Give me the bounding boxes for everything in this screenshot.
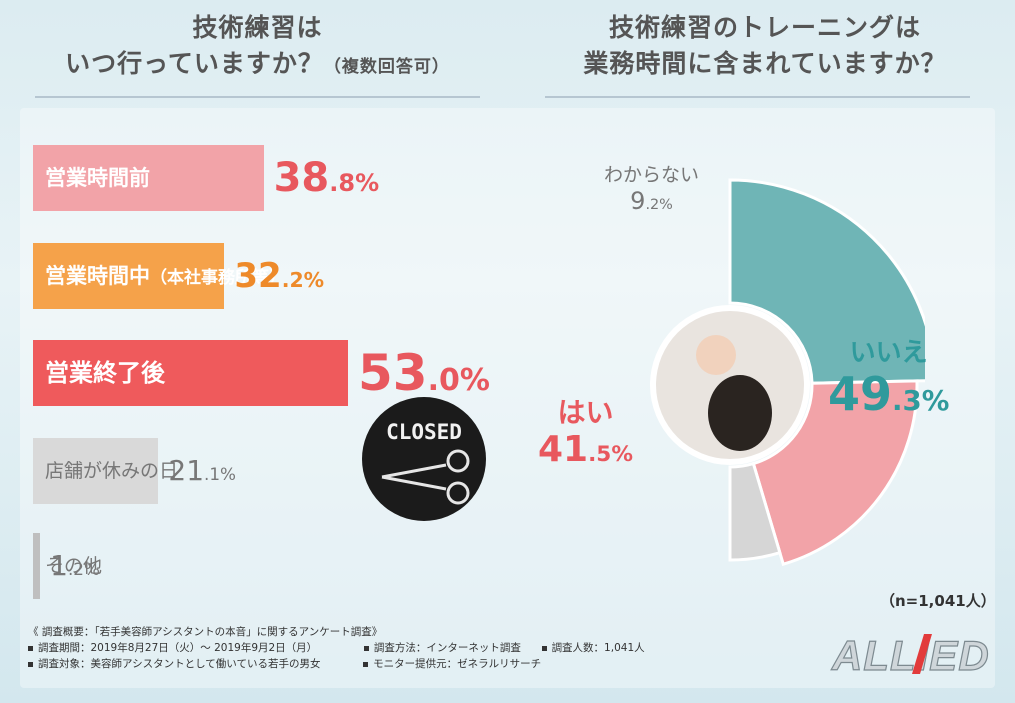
survey-provider: モニター提供元：ゼネラルリサーチ xyxy=(373,658,542,670)
bar-label: 営業時間前 xyxy=(45,145,150,211)
pie-label-name: わからない xyxy=(604,164,700,186)
pie-value-dec: .2% xyxy=(645,197,673,213)
bullet xyxy=(28,645,33,651)
pie-label-value: 49.3% xyxy=(828,369,949,426)
right-title-line1: 技術練習のトレーニングは xyxy=(608,13,921,42)
bar-value-dec: .2% xyxy=(281,268,325,292)
bar-after-hours xyxy=(33,340,348,406)
pie-value-int: 41 xyxy=(538,429,589,470)
bar-value-dec: .1% xyxy=(204,464,236,484)
bar-value: 32.2% xyxy=(234,243,324,309)
pie-label-value: 9.2% xyxy=(604,187,699,215)
bar-label: 営業時間中（本社事務所等） xyxy=(45,243,286,309)
survey-row-2: 調査対象：美容師アシスタントとして働いている若手の男女 モニター提供元：ゼネラル… xyxy=(28,656,645,672)
survey-row-1: 調査期間：2019年8月27日（火）～ 2019年9月2日（月） 調査方法：イン… xyxy=(28,640,645,656)
closed-sign-disc xyxy=(362,397,486,521)
bullet xyxy=(541,645,547,651)
logo-red-slash xyxy=(912,634,932,674)
survey-method: 調査方法：インターネット調査 xyxy=(373,642,521,654)
bar-value: 53.0% xyxy=(358,340,490,406)
bar-label-sub: （本社事務所等） xyxy=(150,268,286,288)
bar-other xyxy=(33,533,41,599)
survey-notes: 《 調査概要：「若手美容師アシスタントの本音」に関するアンケート調査》 調査期間… xyxy=(28,624,645,672)
bar-value-int: 21 xyxy=(168,454,205,487)
bar-value: 1.2% xyxy=(50,533,100,599)
left-title-note: （複数回答可） xyxy=(323,57,450,77)
logo-text: ALLIED xyxy=(831,632,990,679)
bar-holiday xyxy=(33,438,159,504)
bullet xyxy=(28,661,33,667)
left-title-underline xyxy=(35,96,480,98)
bar-label: 店舗が休みの日 xyxy=(45,438,178,504)
bar-label-text: 営業終了後 xyxy=(45,359,165,387)
pie-label-name: はい xyxy=(557,396,614,429)
pie-value-int: 9 xyxy=(630,187,646,215)
bar-value-int: 53 xyxy=(358,344,428,402)
left-title-line2: いつ行っていますか？（複数回答可） xyxy=(20,46,495,85)
bar-value-int: 38 xyxy=(273,155,330,201)
scissors-icon xyxy=(381,449,470,505)
right-title-line2: 業務時間に含まれていますか？ xyxy=(583,49,947,78)
bullet xyxy=(363,661,369,667)
right-title-underline xyxy=(545,96,970,98)
bar-label-text: 営業時間中 xyxy=(45,264,150,288)
left-chart-title: 技術練習は いつ行っていますか？（複数回答可） xyxy=(20,10,495,85)
survey-count: 調査人数：1,041人 xyxy=(551,642,645,654)
bar-value-int: 32 xyxy=(234,256,282,296)
donut-slice-yes xyxy=(751,379,919,567)
pie-label-unknown: わからない 9.2% xyxy=(604,160,699,215)
bar-label-text: その他 xyxy=(45,555,103,577)
pie-value-dec: .3% xyxy=(892,384,950,417)
bar-before-hours xyxy=(33,145,264,211)
sample-size: （n=1,041人） xyxy=(880,592,996,610)
bar-value-int: 1 xyxy=(50,549,68,582)
bar-label: 営業終了後 xyxy=(45,340,165,406)
bar-value-dec: .2% xyxy=(67,559,100,579)
left-title-line1: 技術練習は xyxy=(192,13,323,42)
bar-value: 38.8% xyxy=(274,145,380,211)
donut-slice-unknown xyxy=(728,461,782,562)
pie-label-value: 41.5% xyxy=(538,428,633,477)
bar-label-text: 営業時間前 xyxy=(45,166,150,190)
bar-during-hours xyxy=(33,243,225,309)
pie-label-name: いいえ xyxy=(849,338,928,368)
survey-period: 調査期間：2019年8月27日（火）～ 2019年9月2日（月） xyxy=(38,642,318,654)
bar-value-dec: .0% xyxy=(427,363,490,398)
left-title-question: いつ行っていますか？ xyxy=(65,49,324,78)
pie-value-int: 49 xyxy=(828,367,893,421)
bar-value-dec: .8% xyxy=(329,169,380,197)
pie-label-no: いいえ 49.3% xyxy=(828,332,949,426)
closed-sign-text: CLOSED xyxy=(386,420,462,444)
survey-heading: 《 調査概要：「若手美容師アシスタントの本音」に関するアンケート調査》 xyxy=(28,626,383,638)
donut-chart xyxy=(650,178,925,567)
photo-person-face xyxy=(696,335,736,375)
pie-value-dec: .5% xyxy=(588,442,633,467)
closed-sign-illustration: CLOSED xyxy=(362,397,486,521)
pie-label-yes: はい 41.5% xyxy=(538,398,633,477)
donut-slice-no xyxy=(728,178,925,385)
bar-value: 21.1% xyxy=(168,438,236,504)
bullet xyxy=(363,645,369,651)
photo-mannequin-head xyxy=(708,375,772,451)
allied-logo: ALLIED xyxy=(830,631,990,679)
survey-target: 調査対象：美容師アシスタントとして働いている若手の男女 xyxy=(38,658,321,670)
bar-label-text: 店舗が休みの日 xyxy=(45,460,179,482)
right-chart-title: 技術練習のトレーニングは 業務時間に含まれていますか？ xyxy=(530,10,1000,82)
bar-label: その他 xyxy=(45,533,102,599)
